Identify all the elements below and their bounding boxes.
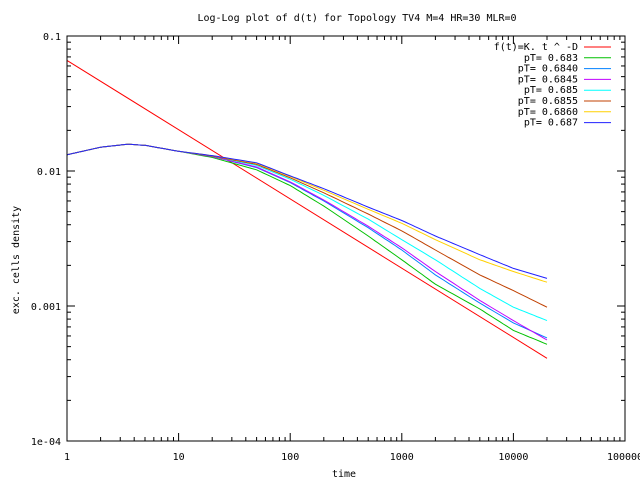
y-tick-label: 0.1 bbox=[43, 32, 61, 43]
series-line-2 bbox=[66, 143, 548, 339]
plot-frame bbox=[66, 35, 626, 442]
y-tick-label: 0.001 bbox=[31, 302, 61, 313]
legend-label: f(t)=K. t ^ -D bbox=[494, 42, 578, 53]
series-line-1 bbox=[66, 143, 548, 345]
x-tick-label: 1 bbox=[64, 452, 70, 463]
series-line-0 bbox=[66, 59, 548, 359]
series-line-6 bbox=[66, 143, 548, 283]
legend-label: pT= 0.6855 bbox=[518, 96, 578, 107]
legend-label: pT= 0.683 bbox=[524, 53, 578, 64]
x-tick-label: 1000 bbox=[390, 452, 414, 463]
series-lines bbox=[66, 59, 548, 359]
x-tick-label: 10 bbox=[173, 452, 185, 463]
x-tick-label: 100 bbox=[281, 452, 299, 463]
series-line-7 bbox=[66, 143, 548, 279]
chart-title: Log-Log plot of d(t) for Topology TV4 M=… bbox=[197, 13, 516, 24]
legend-label: pT= 0.6845 bbox=[518, 74, 578, 85]
y-tick-label: 0.01 bbox=[37, 167, 61, 178]
x-axis-label: time bbox=[332, 469, 356, 480]
series-line-4 bbox=[66, 143, 548, 322]
x-tick-label: 100000 bbox=[607, 452, 640, 463]
axis-ticks: 1 10 100 1000 10000 100000 1e-04 0.001 0.01 0.1 bbox=[31, 32, 640, 463]
series-line-3 bbox=[66, 143, 548, 341]
legend-label: pT= 0.685 bbox=[524, 85, 578, 96]
y-axis-label: exc. cells density bbox=[11, 206, 22, 314]
series-line-5 bbox=[66, 143, 548, 308]
y-tick-label: 1e-04 bbox=[31, 437, 61, 448]
legend-label: pT= 0.6840 bbox=[518, 64, 578, 75]
legend-label: pT= 0.6860 bbox=[518, 107, 578, 118]
x-tick-label: 10000 bbox=[498, 452, 528, 463]
legend-label: pT= 0.687 bbox=[524, 118, 578, 129]
